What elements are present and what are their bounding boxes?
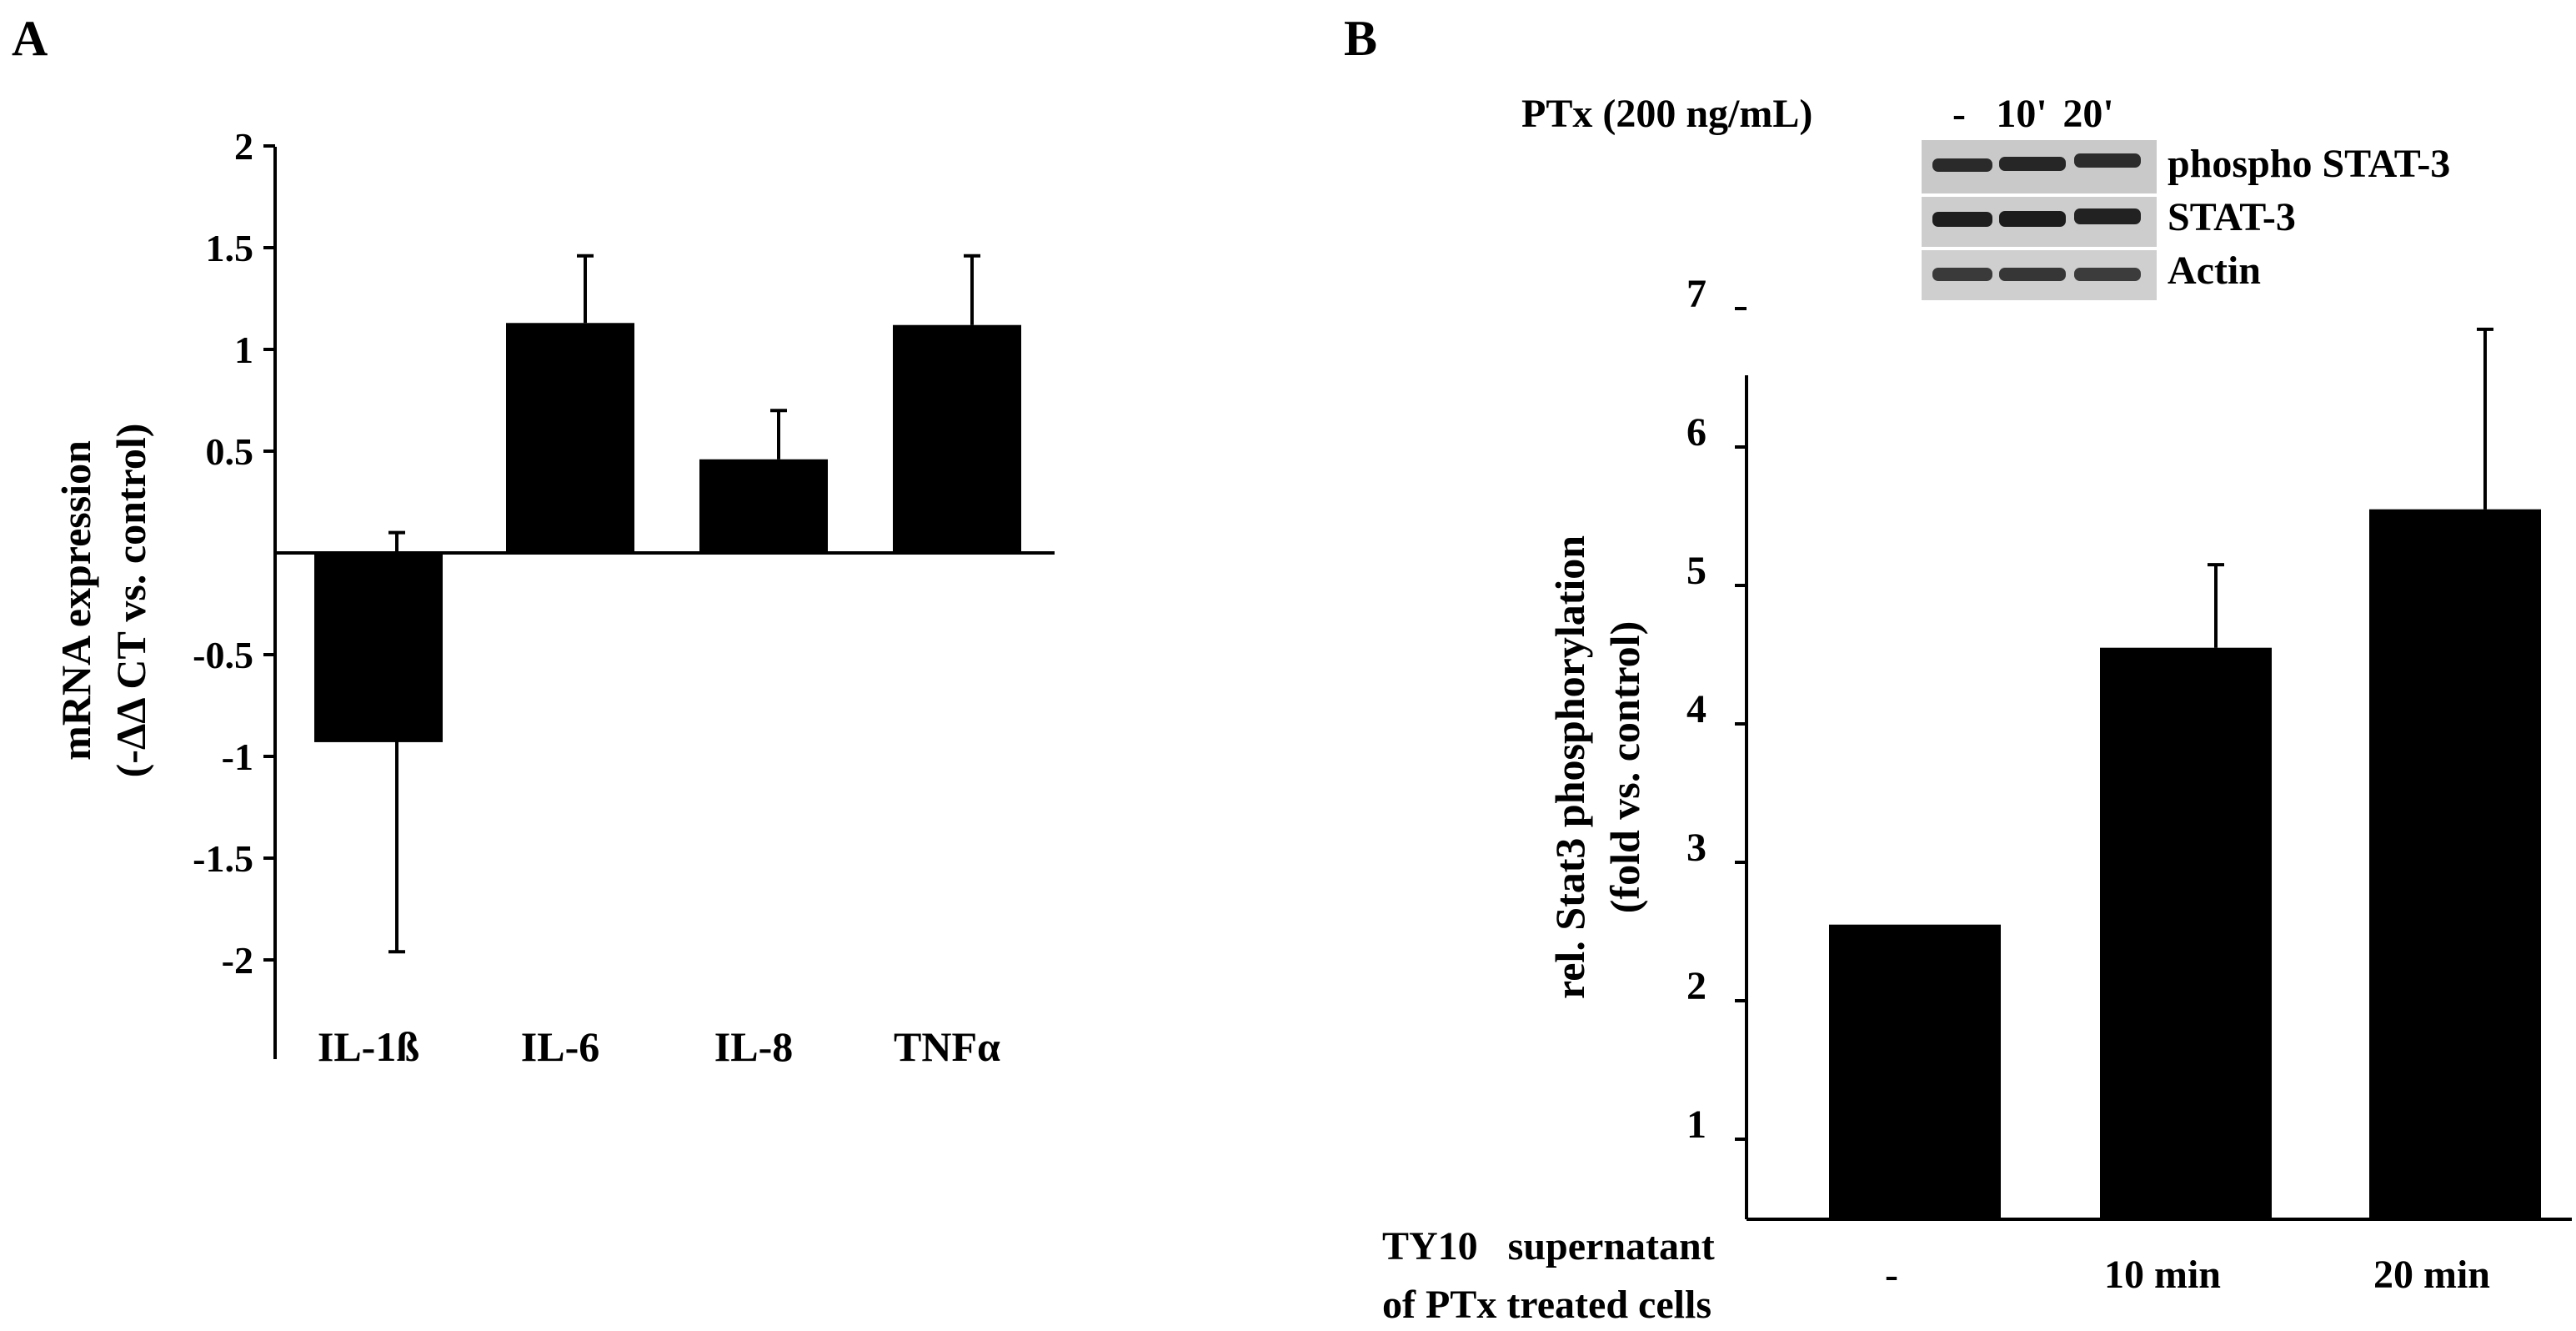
- blot-lane-label-10: 10': [1996, 92, 2047, 136]
- panel-a-bar: [314, 553, 443, 742]
- panel-a-x-label: IL-8: [714, 1023, 793, 1070]
- panel-a-x-label: TNFα: [894, 1023, 1000, 1070]
- panel-a-bar: [893, 324, 1021, 553]
- band-stat3-lane2: [1999, 211, 2066, 227]
- panel-b-y-tick-label: 1: [1686, 1102, 1706, 1147]
- panel-a-bar: [699, 459, 828, 553]
- panel-b-bar: [2100, 647, 2272, 1219]
- panel-a-y-tick-label: 1: [234, 329, 253, 371]
- panel-a-x-label: IL-1ß: [318, 1023, 419, 1070]
- blot-treatment-label: PTx (200 ng/mL): [1521, 92, 1812, 136]
- panel-b-y-tick-label: 4: [1686, 687, 1706, 731]
- panel-a-x-label: IL-6: [521, 1023, 599, 1070]
- western-blot: PTx (200 ng/mL) - 10' 20' phospho STAT-3…: [1521, 92, 2450, 300]
- blot-band-label-phospho: phospho STAT-3: [2168, 142, 2450, 186]
- band-actin-lane2: [1999, 268, 2066, 281]
- panel-a-ylabel-line1: mRNA expression: [53, 440, 99, 761]
- band-stat3-lane3: [2074, 208, 2141, 224]
- blot-band-label-stat3: STAT-3: [2168, 195, 2296, 239]
- panel-a-y-tick-label: -0.5: [193, 634, 253, 676]
- panel-b-chart: 1 2 3 4 5 6 7 - 10 min 20 min rel. Stat3 phospho…: [1382, 272, 2572, 1327]
- band-phospho-lane3: [2074, 153, 2141, 168]
- panel-b-y-tick-label: 2: [1686, 964, 1706, 1008]
- panel-label-b: B: [1344, 11, 1377, 66]
- band-stat3-lane1: [1932, 212, 1992, 227]
- panel-b-y-axis: 1 2 3 4 5 6 7: [1686, 272, 1748, 1219]
- panel-b-bar: [1829, 924, 2001, 1219]
- blot-lane-label-control: -: [1952, 92, 1966, 136]
- panel-b-xlabel-line1: TY10 supernatant: [1382, 1224, 1715, 1268]
- band-actin-lane1: [1932, 268, 1992, 281]
- panel-b-y-tick-label: 6: [1686, 410, 1706, 455]
- panel-a-ylabel-line2: (-ΔΔ CT vs. control): [108, 424, 154, 778]
- band-actin-lane3: [2074, 268, 2141, 281]
- panel-b-y-tick-label: 7: [1686, 272, 1706, 316]
- band-phospho-lane1: [1932, 158, 1992, 172]
- blot-band-label-actin: Actin: [2168, 249, 2261, 293]
- panel-b-x-label: 20 min: [2373, 1253, 2490, 1297]
- panel-b-y-tick-label: 5: [1686, 549, 1706, 593]
- panel-b-ylabel-line1: rel. Stat3 phosphorylation: [1546, 535, 1593, 999]
- panel-a-y-tick-label: 1.5: [206, 227, 254, 269]
- panel-b-ylabel-line2: (fold vs. control): [1601, 621, 1648, 913]
- band-phospho-lane2: [1999, 157, 2066, 171]
- panel-b-bar: [2369, 509, 2541, 1219]
- blot-image: [1922, 140, 2157, 300]
- panel-b-y-tick-label: 3: [1686, 826, 1706, 870]
- panel-a-y-axis: -2 -1.5 -1 -0.5 0.5 1 1.5 2: [193, 125, 277, 1059]
- panel-a-y-tick-label: -1: [222, 736, 253, 778]
- panel-a-y-tick-label: 2: [234, 125, 253, 168]
- panel-a-y-tick-label: 0.5: [206, 430, 254, 473]
- blot-lane-label-20: 20': [2062, 92, 2113, 136]
- panel-a-chart: -2 -1.5 -1 -0.5 0.5 1 1.5 2 IL-1ß IL-6 IL-8 TNFα m…: [53, 125, 1055, 1070]
- panel-b-x-label: 10 min: [2104, 1253, 2221, 1297]
- panel-label-a: A: [12, 11, 48, 66]
- panel-b-x-label: -: [1885, 1253, 1898, 1297]
- panel-a-y-tick-label: -1.5: [193, 837, 253, 880]
- panel-a-y-tick-label: -2: [222, 939, 253, 982]
- panel-a-bar: [506, 323, 634, 553]
- panel-b-xlabel-line2: of PTx treated cells: [1382, 1283, 1711, 1327]
